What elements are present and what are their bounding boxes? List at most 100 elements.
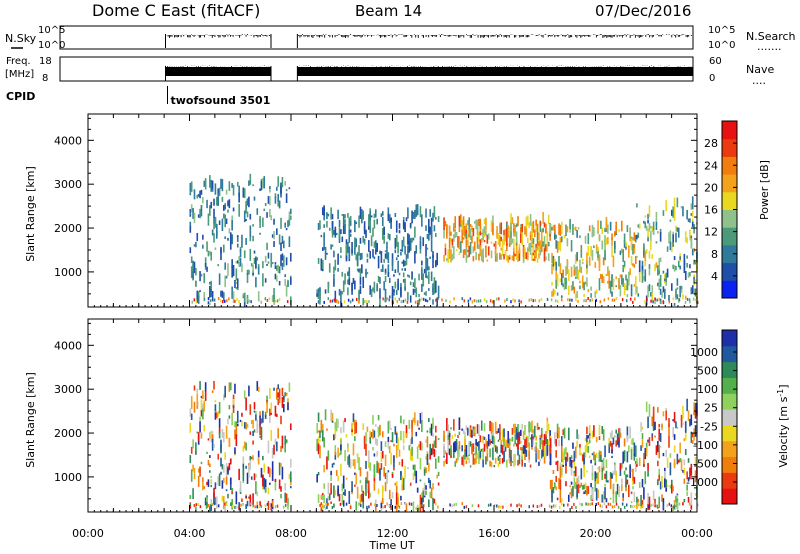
velocity-cell: [529, 437, 532, 440]
velocity-cell: [492, 422, 494, 435]
power-cell: [425, 266, 427, 276]
velocity-cell: [359, 467, 362, 477]
velocity-cell: [567, 503, 569, 507]
power-cell: [680, 285, 683, 290]
power-cell: [476, 219, 479, 230]
power-cell: [343, 300, 346, 304]
power-cell: [387, 264, 390, 276]
power-cell: [579, 280, 581, 284]
velocity-cell: [368, 480, 370, 491]
power-cell: [469, 297, 472, 301]
power-cell: [227, 209, 229, 213]
velocity-cell: [245, 496, 247, 498]
power-cell: [374, 209, 377, 218]
velocity-cell: [588, 428, 591, 439]
velocity-cell: [189, 495, 192, 500]
velocity-cell: [647, 503, 649, 511]
power-cell: [342, 225, 345, 234]
power-cell: [273, 218, 275, 225]
power-cell: [534, 298, 537, 302]
velocity-cell: [274, 405, 277, 417]
power-cell: [368, 214, 370, 227]
power-cell: [207, 301, 210, 305]
power-cell: [555, 234, 558, 239]
velocity-cell: [333, 434, 335, 441]
power-cell: [503, 254, 505, 260]
power-cell: [478, 253, 480, 261]
power-colorbar-tick-label: 20: [704, 181, 718, 194]
velocity-cell: [617, 505, 620, 509]
power-cell: [288, 219, 291, 226]
velocity-cell: [574, 481, 577, 489]
velocity-cell: [669, 485, 672, 489]
power-cell: [227, 200, 229, 207]
power-cell: [349, 229, 352, 233]
velocity-cell: [289, 458, 292, 468]
velocity-cell: [284, 482, 287, 491]
power-cell: [253, 250, 256, 254]
velocity-cell: [253, 402, 256, 410]
velocity-cell: [508, 438, 511, 442]
velocity-cell: [380, 502, 383, 509]
power-cell: [369, 285, 372, 295]
velocity-cell: [651, 436, 654, 441]
power-cell: [654, 264, 656, 272]
power-cell: [506, 242, 508, 252]
velocity-cell: [652, 406, 655, 420]
power-cell: [659, 288, 662, 295]
power-cell: [679, 265, 681, 270]
velocity-cell: [570, 455, 573, 460]
velocity-cell: [448, 437, 451, 446]
velocity-cell: [260, 426, 263, 440]
velocity-cell: [586, 426, 588, 435]
power-cell: [622, 249, 624, 262]
power-cell: [418, 299, 420, 305]
velocity-cell: [670, 504, 673, 508]
velocity-colorbar-tick-label: 100: [697, 383, 718, 396]
velocity-cell: [601, 462, 604, 468]
velocity-cell: [407, 466, 409, 470]
power-cell: [471, 300, 474, 304]
velocity-cell: [404, 465, 406, 479]
velocity-cell: [402, 478, 405, 491]
power-cell: [381, 211, 384, 216]
power-cell: [504, 299, 506, 303]
power-cell: [338, 232, 341, 239]
velocity-cell: [435, 502, 437, 506]
power-cell: [365, 271, 367, 278]
power-cell: [577, 269, 580, 280]
velocity-cell: [499, 432, 501, 441]
velocity-cell: [388, 493, 391, 500]
power-cell: [558, 223, 560, 235]
velocity-cell: [372, 415, 374, 425]
power-panel-frame: [87, 113, 698, 308]
velocity-cell: [615, 491, 618, 503]
power-cell: [266, 212, 268, 218]
power-cell: [323, 216, 325, 221]
power-cell: [379, 288, 381, 299]
velocity-cell: [641, 426, 644, 430]
power-cell: [607, 297, 610, 301]
power-cell: [404, 222, 406, 233]
velocity-cell: [605, 459, 608, 469]
power-cell: [377, 255, 380, 269]
velocity-cell: [686, 484, 688, 491]
power-cell: [546, 231, 549, 237]
velocity-cell: [204, 500, 207, 506]
velocity-cell: [361, 485, 363, 492]
velocity-cell: [234, 447, 236, 455]
power-cell: [236, 297, 238, 301]
power-cell: [647, 285, 649, 298]
power-cell: [264, 297, 267, 301]
velocity-cell: [461, 456, 463, 465]
power-cell: [348, 267, 351, 276]
power-cell: [387, 272, 390, 278]
power-cell: [401, 240, 404, 252]
velocity-cell: [221, 480, 224, 489]
velocity-cell: [517, 432, 519, 441]
velocity-cell: [629, 465, 631, 479]
power-cell: [393, 290, 395, 296]
power-cell: [199, 208, 201, 219]
velocity-cell: [384, 454, 387, 467]
power-cell: [319, 291, 321, 305]
